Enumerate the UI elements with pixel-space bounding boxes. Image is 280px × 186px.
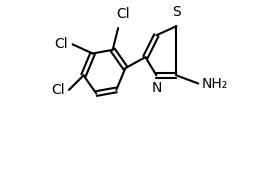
Text: S: S bbox=[172, 5, 181, 19]
Text: Cl: Cl bbox=[54, 37, 68, 51]
Text: N: N bbox=[151, 81, 162, 95]
Text: Cl: Cl bbox=[52, 83, 65, 97]
Text: Cl: Cl bbox=[116, 7, 130, 21]
Text: NH₂: NH₂ bbox=[202, 76, 228, 91]
